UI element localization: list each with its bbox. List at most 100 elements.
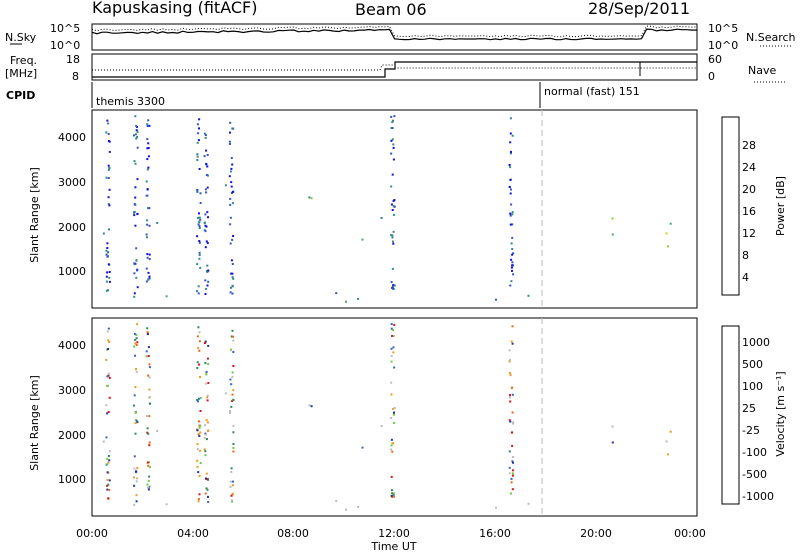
velocity-cell	[391, 335, 394, 337]
velocity-cell	[106, 412, 109, 415]
power-cell	[196, 155, 199, 158]
power-cell	[197, 132, 200, 135]
velocity-cell	[108, 488, 111, 491]
velocity-cbar-tick-neg25: -25	[742, 424, 760, 437]
velocity-cell	[206, 438, 208, 441]
power-cell	[136, 178, 139, 181]
power-cell	[133, 262, 136, 265]
velocity-cell	[133, 345, 136, 348]
velocity-cell	[108, 376, 111, 379]
power-cell	[390, 152, 393, 155]
power-cell	[205, 162, 208, 165]
power-cell	[509, 223, 512, 226]
velocity-cell	[196, 429, 199, 432]
power-cell	[105, 253, 108, 256]
power-cell	[511, 236, 514, 239]
power-panel: Slant Range [km] 1000 2000 3000 4000	[28, 109, 698, 309]
power-cell	[230, 286, 232, 289]
power-cell	[206, 284, 209, 287]
power-cell	[135, 124, 138, 127]
velocity-cell	[147, 488, 150, 491]
velocity-cell	[204, 450, 207, 453]
power-cell	[511, 264, 514, 267]
power-cell	[390, 185, 393, 188]
noise-tick-top-right: 10^5	[708, 22, 738, 35]
power-cell	[198, 227, 201, 229]
power-cell	[509, 178, 512, 181]
velocity-cell	[135, 368, 137, 371]
velocity-cell	[230, 499, 233, 502]
power-cell	[136, 286, 139, 289]
velocity-cell	[199, 431, 202, 434]
power-cell	[198, 225, 201, 228]
velocity-cell	[508, 372, 511, 374]
power-cell	[203, 229, 206, 231]
velocity-cell	[512, 422, 515, 425]
velocity-cell	[511, 469, 514, 472]
power-cell	[196, 159, 199, 161]
power-cell	[108, 271, 111, 273]
velocity-cell	[148, 363, 151, 366]
nave-label: Nave	[748, 64, 776, 77]
power-cell	[102, 232, 105, 235]
velocity-cell	[229, 378, 232, 381]
power-cell	[105, 176, 108, 179]
velocity-cell	[510, 481, 513, 484]
power-cell	[229, 291, 232, 294]
velocity-cell	[390, 327, 393, 330]
velocity-cell	[106, 375, 109, 378]
freq-panel: Freq. [MHz] 18 8 60 0 Nave	[5, 53, 786, 83]
power-cell	[146, 168, 149, 171]
power-cell	[145, 180, 148, 183]
power-cell	[205, 270, 208, 273]
power-cell	[136, 130, 139, 133]
velocity-cbar-tick-500: 500	[742, 358, 763, 371]
power-cell	[107, 168, 110, 171]
power-cell	[206, 242, 209, 245]
cpid-label: CPID	[6, 89, 35, 102]
power-cell	[203, 132, 206, 135]
velocity-ytick-1000: 1000	[58, 473, 86, 486]
power-cell	[231, 284, 234, 287]
xtick-2400: 00:00	[674, 527, 706, 540]
velocity-cell	[390, 354, 393, 357]
power-cbar-label: Power [dB]	[774, 176, 787, 236]
power-cell	[105, 275, 108, 278]
power-cell	[146, 138, 149, 141]
velocity-cell	[197, 433, 200, 436]
velocity-cell	[106, 348, 108, 351]
velocity-cell	[199, 462, 202, 464]
noise-tick-bottom-right: 10^0	[708, 39, 738, 52]
power-cell	[146, 236, 148, 239]
velocity-cell	[147, 479, 150, 482]
power-cell	[231, 263, 234, 265]
velocity-cell	[148, 396, 151, 399]
power-cell	[392, 242, 395, 245]
power-cell	[310, 197, 313, 200]
velocity-cell	[197, 498, 200, 501]
power-cell	[136, 212, 139, 215]
power-cell	[511, 213, 514, 216]
power-cell	[105, 289, 108, 292]
power-cell	[511, 248, 514, 250]
power-cell	[205, 225, 208, 228]
velocity-cell	[145, 415, 148, 418]
velocity-cell	[207, 382, 210, 384]
velocity-cell	[611, 441, 614, 444]
velocity-cell	[198, 363, 201, 366]
velocity-cell	[510, 492, 512, 495]
power-cell	[229, 242, 232, 245]
velocity-cell	[231, 329, 234, 332]
nave-series	[92, 64, 697, 71]
velocity-cell	[510, 386, 513, 389]
power-cell	[136, 268, 139, 271]
velocity-cell	[207, 429, 210, 432]
power-cell	[147, 147, 150, 149]
velocity-cell	[391, 442, 394, 445]
power-cell	[392, 284, 395, 287]
power-ytick-1000: 1000	[58, 265, 86, 278]
velocity-cell	[196, 399, 199, 401]
power-cell	[147, 142, 150, 145]
velocity-cell	[196, 443, 199, 446]
power-cbar-tick-28: 28	[742, 139, 756, 152]
